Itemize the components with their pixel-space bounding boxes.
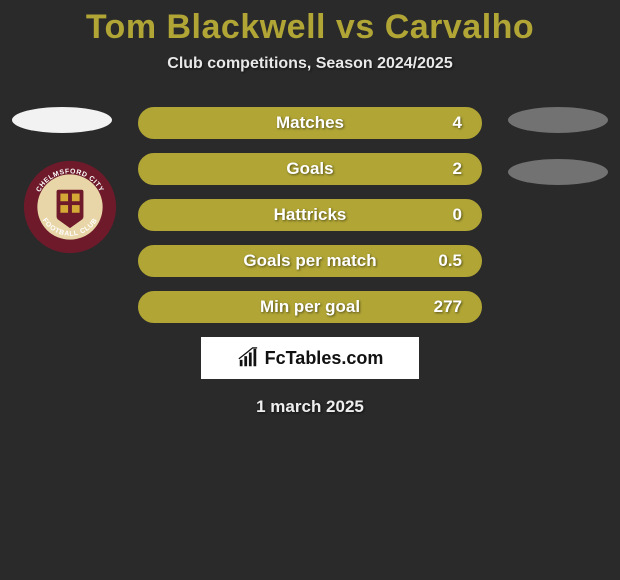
- subtitle: Club competitions, Season 2024/2025: [0, 55, 620, 73]
- stat-label: Goals per match: [243, 251, 376, 271]
- stat-bar-hattricks: Hattricks 0: [138, 199, 482, 231]
- player2-marker-1: [508, 107, 608, 133]
- stat-bar-goals: Goals 2: [138, 153, 482, 185]
- page-title: Tom Blackwell vs Carvalho: [0, 0, 620, 47]
- comparison-card: Tom Blackwell vs Carvalho Club competiti…: [0, 0, 620, 417]
- brand-box: FcTables.com: [201, 337, 419, 379]
- stats-chart-icon: [237, 347, 259, 369]
- brand-text: FcTables.com: [265, 348, 384, 369]
- stat-label: Min per goal: [260, 297, 360, 317]
- stat-label: Matches: [276, 113, 344, 133]
- date-text: 1 march 2025: [0, 397, 620, 417]
- main-area: CHELMSFORD CITY FOOTBALL CLUB Matches 4 …: [0, 107, 620, 417]
- player1-marker: [12, 107, 112, 133]
- club-badge: CHELMSFORD CITY FOOTBALL CLUB: [22, 159, 118, 255]
- player2-marker-2: [508, 159, 608, 185]
- stat-value: 0.5: [438, 251, 462, 271]
- stat-label: Goals: [286, 159, 333, 179]
- stat-bar-goals-per-match: Goals per match 0.5: [138, 245, 482, 277]
- stat-bars: Matches 4 Goals 2 Hattricks 0 Goals per …: [138, 107, 482, 323]
- stat-value: 4: [453, 113, 462, 133]
- stat-value: 277: [434, 297, 462, 317]
- stat-bar-min-per-goal: Min per goal 277: [138, 291, 482, 323]
- stat-bar-matches: Matches 4: [138, 107, 482, 139]
- club-badge-svg: CHELMSFORD CITY FOOTBALL CLUB: [22, 159, 118, 255]
- stat-value: 2: [453, 159, 462, 179]
- stat-label: Hattricks: [274, 205, 347, 225]
- stat-value: 0: [453, 205, 462, 225]
